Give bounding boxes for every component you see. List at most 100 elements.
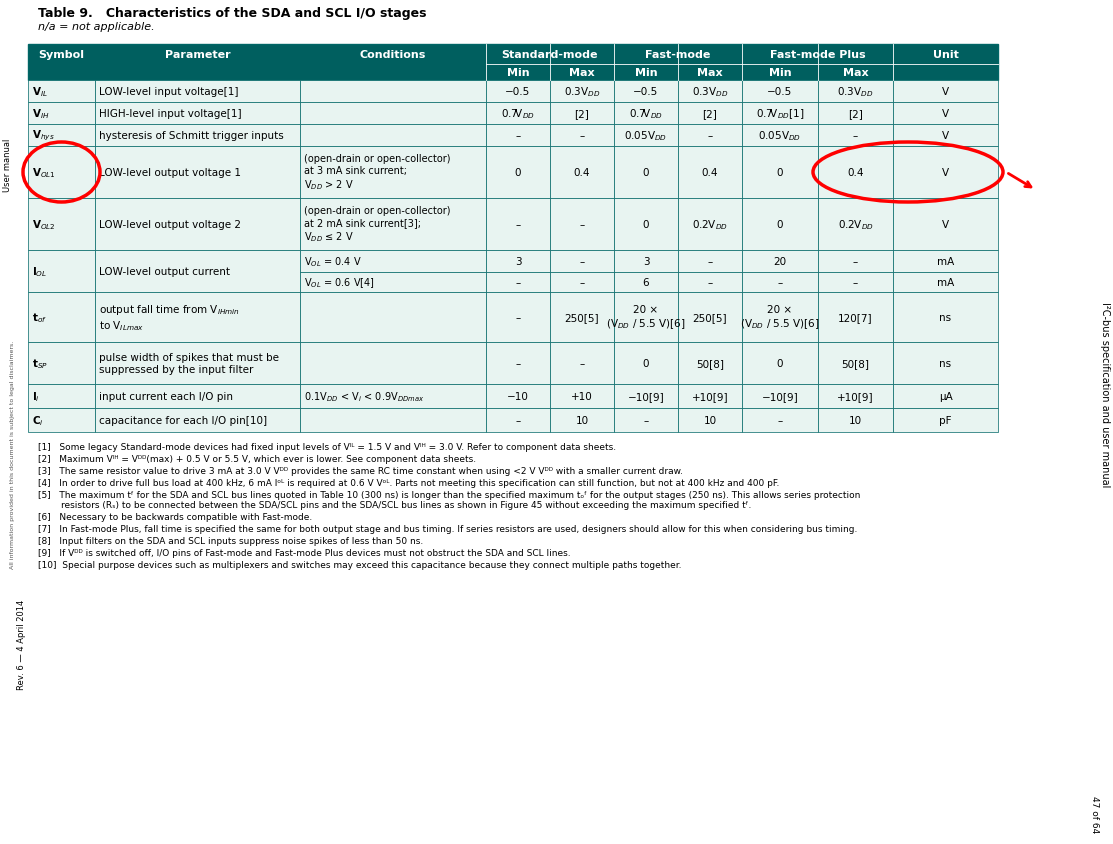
Text: HIGH-level input voltage[1]: HIGH-level input voltage[1] <box>99 109 242 119</box>
Text: V$_{OL1}$: V$_{OL1}$ <box>32 166 56 180</box>
Text: 10: 10 <box>703 415 717 425</box>
Text: V: V <box>942 219 949 230</box>
Text: Max: Max <box>697 68 722 78</box>
Text: 3: 3 <box>642 257 649 267</box>
Bar <box>95 385 301 408</box>
Text: –: – <box>515 219 521 230</box>
Text: t$_{of}$: t$_{of}$ <box>32 311 47 324</box>
Bar <box>678 251 742 273</box>
Text: n/a = not applicable.: n/a = not applicable. <box>38 22 155 32</box>
Text: 6: 6 <box>642 278 649 288</box>
Text: Min: Min <box>769 68 791 78</box>
Bar <box>614 103 678 125</box>
Bar <box>818 103 893 125</box>
Text: Table 9.   Characteristics of the SDA and SCL I/O stages: Table 9. Characteristics of the SDA and … <box>38 7 426 19</box>
Text: 0.05V$_{DD}$: 0.05V$_{DD}$ <box>758 129 801 143</box>
Bar <box>486 273 550 293</box>
Bar <box>818 343 893 385</box>
Text: –: – <box>515 312 521 322</box>
Text: pF: pF <box>939 415 952 425</box>
Text: I$_i$: I$_i$ <box>32 390 40 403</box>
Bar <box>550 293 614 343</box>
Text: Symbol: Symbol <box>39 50 85 60</box>
Bar <box>614 199 678 251</box>
Bar <box>893 293 998 343</box>
Text: –: – <box>580 359 584 369</box>
Bar <box>486 147 550 199</box>
Text: –: – <box>708 131 712 141</box>
Text: 10: 10 <box>849 415 863 425</box>
Text: –: – <box>853 257 858 267</box>
Text: (open-drain or open-collector)
at 3 mA sink current;
V$_{DD}$ > 2 V: (open-drain or open-collector) at 3 mA s… <box>304 154 451 192</box>
Text: I²C-bus specification and user manual: I²C-bus specification and user manual <box>1100 302 1110 487</box>
Bar <box>678 293 742 343</box>
Bar <box>893 199 998 251</box>
Bar <box>95 251 301 293</box>
Text: ns: ns <box>939 312 952 322</box>
Bar <box>742 273 818 293</box>
Text: 50[8]: 50[8] <box>696 359 723 369</box>
Bar <box>550 103 614 125</box>
Text: –: – <box>853 131 858 141</box>
Bar <box>95 81 301 103</box>
Text: V: V <box>942 131 949 141</box>
Text: 0.7V$_{DD}$: 0.7V$_{DD}$ <box>629 107 663 121</box>
Bar <box>486 343 550 385</box>
Text: Standard-mode: Standard-mode <box>502 50 599 60</box>
Text: –: – <box>580 278 584 288</box>
Text: mA: mA <box>937 278 954 288</box>
Bar <box>678 81 742 103</box>
Text: [9]   If Vᴰᴰ is switched off, I/O pins of Fast-mode and Fast-mode Plus devices m: [9] If Vᴰᴰ is switched off, I/O pins of … <box>38 549 571 557</box>
Bar <box>301 103 486 125</box>
Text: [6]   Necessary to be backwards compatible with Fast-mode.: [6] Necessary to be backwards compatible… <box>38 512 313 522</box>
Text: V: V <box>942 168 949 178</box>
Bar <box>678 125 742 147</box>
Bar <box>893 147 998 199</box>
Bar <box>28 408 95 432</box>
Text: V$_{IL}$: V$_{IL}$ <box>32 85 48 99</box>
Bar <box>550 273 614 293</box>
Text: 250[5]: 250[5] <box>692 312 727 322</box>
Bar <box>818 147 893 199</box>
Bar <box>95 103 301 125</box>
Text: 0: 0 <box>642 219 649 230</box>
Text: V$_{OL2}$: V$_{OL2}$ <box>32 218 56 231</box>
Text: Max: Max <box>569 68 594 78</box>
Text: 0.3V$_{DD}$: 0.3V$_{DD}$ <box>564 85 600 99</box>
Text: V$_{OL}$ = 0.4 V: V$_{OL}$ = 0.4 V <box>304 255 362 268</box>
Bar <box>550 343 614 385</box>
Text: [1]   Some legacy Standard-mode devices had fixed input levels of Vᴵᴸ = 1.5 V an: [1] Some legacy Standard-mode devices ha… <box>38 442 617 452</box>
Text: +10[9]: +10[9] <box>837 392 874 402</box>
Bar <box>742 147 818 199</box>
Bar <box>486 199 550 251</box>
Text: 0.4: 0.4 <box>573 168 590 178</box>
Text: 0: 0 <box>642 168 649 178</box>
Text: Unit: Unit <box>933 50 958 60</box>
Bar <box>486 408 550 432</box>
Bar <box>486 385 550 408</box>
Bar <box>28 103 95 125</box>
Bar <box>893 81 998 103</box>
Text: 50[8]: 50[8] <box>841 359 869 369</box>
Bar <box>893 273 998 293</box>
Text: +10[9]: +10[9] <box>691 392 728 402</box>
Text: LOW-level output voltage 1: LOW-level output voltage 1 <box>99 168 242 178</box>
Bar <box>742 199 818 251</box>
Text: 0: 0 <box>777 219 784 230</box>
Bar <box>301 251 486 273</box>
Text: 0.2V$_{DD}$: 0.2V$_{DD}$ <box>692 218 728 231</box>
Text: capacitance for each I/O pin[10]: capacitance for each I/O pin[10] <box>99 415 267 425</box>
Text: −10[9]: −10[9] <box>628 392 664 402</box>
Text: −10: −10 <box>508 392 529 402</box>
Bar <box>550 408 614 432</box>
Text: [7]   In Fast-mode Plus, fall time is specified the same for both output stage a: [7] In Fast-mode Plus, fall time is spec… <box>38 524 857 533</box>
Text: 0: 0 <box>514 168 521 178</box>
Bar <box>818 199 893 251</box>
Bar <box>614 408 678 432</box>
Text: 120[7]: 120[7] <box>838 312 873 322</box>
Text: pulse width of spikes that must be
suppressed by the input filter: pulse width of spikes that must be suppr… <box>99 353 279 375</box>
Text: +10: +10 <box>571 392 593 402</box>
Bar <box>893 343 998 385</box>
Bar <box>678 199 742 251</box>
Text: 0: 0 <box>642 359 649 369</box>
